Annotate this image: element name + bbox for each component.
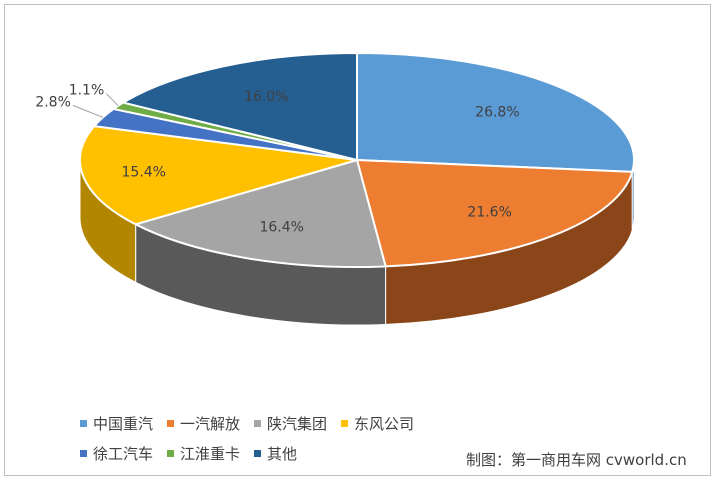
legend-swatch — [254, 449, 262, 457]
pie-slice — [356, 159, 634, 268]
legend-item-xcmg: 徐工汽车 — [80, 443, 153, 464]
data-label: 21.6% — [467, 205, 511, 221]
chart-credit: 制图：第一商用车网 cvworld.cn — [466, 451, 687, 469]
legend-item-others: 其他 — [254, 443, 297, 464]
legend-item-sinotruk: 中国重汽 — [80, 413, 153, 434]
legend-item-dongfeng: 东风公司 — [341, 413, 414, 434]
pie-slice — [79, 125, 358, 226]
data-label: 16.0% — [244, 89, 288, 105]
legend-swatch — [80, 449, 87, 457]
legend-swatch — [80, 419, 87, 427]
legend-item-jac: 江淮重卡 — [167, 443, 240, 464]
pie-slice — [356, 52, 635, 173]
data-label: 26.8% — [475, 104, 519, 120]
pie-slice — [134, 159, 387, 268]
data-label: 15.4% — [122, 165, 166, 181]
label-leader-line — [72, 104, 104, 118]
label-leader-line — [105, 93, 119, 107]
data-label: 2.8% — [35, 94, 71, 110]
legend-swatch — [167, 449, 175, 457]
data-label: 1.1% — [69, 83, 105, 99]
pie-slice — [122, 52, 358, 161]
legend-item-shacman: 陕汽集团 — [254, 413, 327, 434]
data-label: 16.4% — [259, 220, 303, 236]
legend-swatch — [167, 419, 175, 427]
legend-row: 中国重汽 一汽解放 陕汽集团 东风公司 — [80, 408, 500, 438]
legend-row: 徐工汽车 江淮重卡 其他 — [80, 438, 500, 468]
legend-swatch — [341, 419, 349, 427]
chart-legend: 中国重汽 一汽解放 陕汽集团 东风公司 徐工汽车 江淮重卡 其他 — [80, 408, 500, 468]
legend-swatch — [254, 419, 262, 427]
legend-item-faw: 一汽解放 — [167, 413, 240, 434]
